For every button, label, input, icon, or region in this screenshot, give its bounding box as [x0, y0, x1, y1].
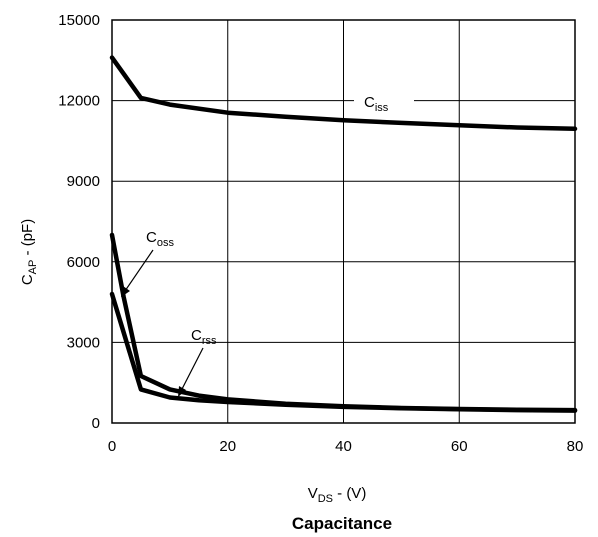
crss-arrowhead	[178, 386, 186, 397]
svg-text:Crss: Crss	[191, 327, 217, 347]
x-tick-labels: 0 20 40 60 80	[108, 438, 584, 455]
plot-frame	[111, 19, 576, 424]
x-tick-label: 60	[451, 438, 468, 455]
curves	[109, 55, 578, 413]
x-tick-label: 0	[108, 438, 116, 455]
crss-label: Crss	[191, 327, 217, 347]
svg-text:Ciss: Ciss	[364, 94, 389, 114]
y-tick-label: 15000	[58, 12, 100, 29]
y-tick-label: 3000	[67, 334, 100, 351]
coss-label: Coss	[146, 229, 174, 249]
callouts	[121, 249, 204, 397]
x-tick-label: 80	[567, 438, 584, 455]
series-line-ciss	[109, 55, 578, 132]
y-tick-labels: 0 3000 6000 9000 12000 15000	[58, 12, 100, 432]
y-tick-label: 9000	[67, 173, 100, 190]
crss-leader-line	[180, 347, 204, 392]
y-tick-label: 12000	[58, 93, 100, 110]
series-line-crss	[109, 291, 578, 413]
x-tick-label: 40	[335, 438, 352, 455]
coss-leader-line	[124, 249, 154, 292]
ciss-label: Ciss	[354, 88, 414, 114]
y-tick-label: 6000	[67, 254, 100, 271]
chart-title: Capacitance	[292, 514, 392, 533]
x-axis-label: VDS - (V)	[308, 485, 367, 505]
y-axis-label: CAP - (pF)	[19, 219, 39, 285]
svg-text:Coss: Coss	[146, 229, 174, 249]
y-tick-label: 0	[92, 415, 100, 432]
grid-lines	[112, 20, 575, 423]
x-tick-label: 20	[219, 438, 236, 455]
coss-arrowhead	[121, 286, 130, 297]
